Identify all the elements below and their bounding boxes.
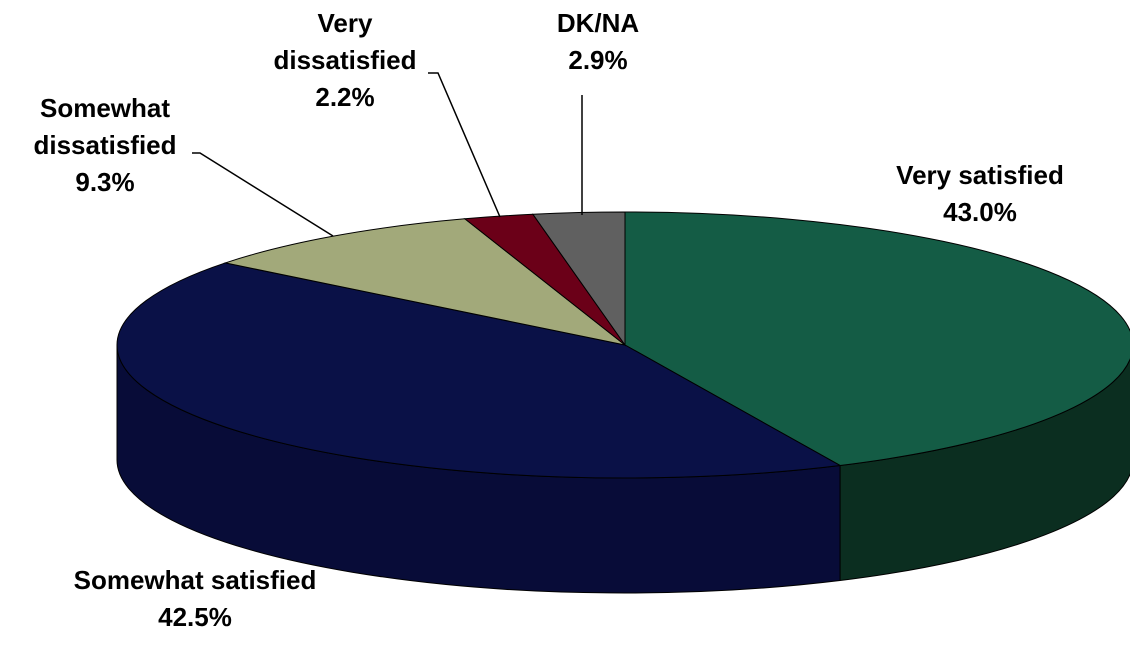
slice-label: DK/NA 2.9%	[500, 5, 696, 79]
value-label: 2.9%	[568, 45, 628, 75]
slice-label: Somewhat dissatisfied 9.3%	[0, 90, 210, 201]
slice-label: Very satisfied 43.0%	[850, 157, 1110, 231]
pie-slice	[531, 211, 626, 347]
slice-label: Somewhat satisfied 42.5%	[70, 562, 320, 636]
category-name: Very dissatisfied	[273, 8, 417, 75]
value-label: 2.2%	[315, 82, 375, 112]
category-name: Very satisfied	[896, 160, 1064, 190]
value-label: 43.0%	[943, 197, 1017, 227]
value-label: 9.3%	[75, 167, 135, 197]
category-name: DK/NA	[556, 8, 640, 38]
category-name: Somewhat dissatisfied	[33, 93, 177, 160]
pie-slice	[116, 262, 842, 479]
value-label: 42.5%	[158, 602, 232, 632]
category-name: Somewhat satisfied	[73, 565, 317, 595]
leader-line	[428, 72, 501, 218]
slice-label: Very dissatisfied 2.2%	[250, 5, 440, 116]
leader-line	[192, 152, 334, 237]
pie-slice	[624, 211, 1130, 467]
